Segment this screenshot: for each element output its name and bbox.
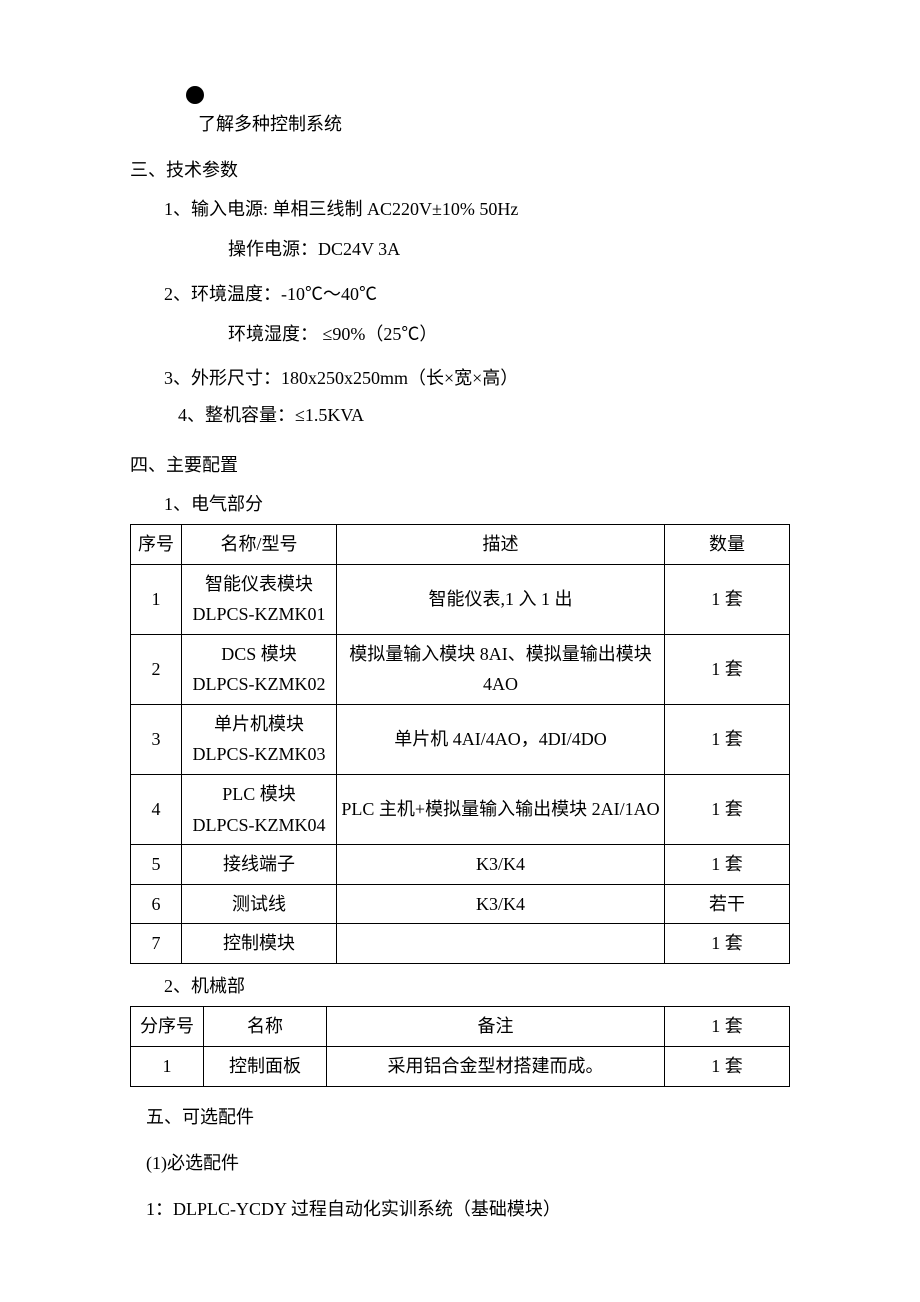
cell-desc: K3/K4 — [337, 845, 665, 885]
cell-desc: 采用铝合金型材搭建而成。 — [327, 1047, 665, 1087]
section-5-p2: 1：DLPLC-YCDY 过程自动化实训系统（基础模块） — [146, 1193, 790, 1225]
param-capacity: 4、整机容量：≤1.5KVA — [178, 399, 790, 431]
cell-seq: 3 — [131, 704, 182, 774]
th-name: 名称 — [204, 1007, 327, 1047]
table-header-row: 序号 名称/型号 描述 数量 — [131, 524, 790, 564]
cell-qty: 1 套 — [665, 775, 790, 845]
cell-desc: PLC 主机+模拟量输入输出模块 2AI/1AO — [337, 775, 665, 845]
cell-qty: 1 套 — [665, 704, 790, 774]
table-mechanical: 分序号 名称 备注 1 套 1 控制面板 采用铝合金型材搭建而成。 1 套 — [130, 1006, 790, 1086]
cell-name: PLC 模块DLPCS-KZMK04 — [182, 775, 337, 845]
cell-desc — [337, 924, 665, 964]
cell-seq: 2 — [131, 634, 182, 704]
cell-desc: 单片机 4AI/4AO，4DI/4DO — [337, 704, 665, 774]
cell-name: DCS 模块DLPCS-KZMK02 — [182, 634, 337, 704]
section-4-sub2: 2、机械部 — [164, 970, 790, 1002]
section-3-heading: 三、技术参数 — [130, 154, 790, 186]
bullet-row — [186, 80, 790, 104]
cell-desc: 模拟量输入模块 8AI、模拟量输出模块 4AO — [337, 634, 665, 704]
section-5-p1: (1)必选配件 — [146, 1147, 790, 1179]
th-desc: 描述 — [337, 524, 665, 564]
table-row: 3 单片机模块DLPCS-KZMK03 单片机 4AI/4AO，4DI/4DO … — [131, 704, 790, 774]
th-seq: 序号 — [131, 524, 182, 564]
table-row: 1 智能仪表模块DLPCS-KZMK01 智能仪表,1 入 1 出 1 套 — [131, 564, 790, 634]
cell-name: 智能仪表模块DLPCS-KZMK01 — [182, 564, 337, 634]
cell-name: 控制面板 — [204, 1047, 327, 1087]
cell-qty: 1 套 — [665, 634, 790, 704]
cell-seq: 1 — [131, 564, 182, 634]
table-header-row: 分序号 名称 备注 1 套 — [131, 1007, 790, 1047]
cell-seq: 6 — [131, 884, 182, 924]
cell-desc: K3/K4 — [337, 884, 665, 924]
cell-seq: 5 — [131, 845, 182, 885]
param-env-humidity: 环境湿度： ≤90%（25℃） — [228, 318, 790, 350]
param-input-power: 1、输入电源: 单相三线制 AC220V±10% 50Hz — [164, 193, 790, 225]
cell-qty: 若干 — [665, 884, 790, 924]
bullet-text: 了解多种控制系统 — [198, 108, 790, 140]
cell-name: 接线端子 — [182, 845, 337, 885]
table-row: 4 PLC 模块DLPCS-KZMK04 PLC 主机+模拟量输入输出模块 2A… — [131, 775, 790, 845]
table-row: 6 测试线 K3/K4 若干 — [131, 884, 790, 924]
cell-desc: 智能仪表,1 入 1 出 — [337, 564, 665, 634]
param-env-temp: 2、环境温度：-10℃～40℃ — [164, 278, 790, 310]
bullet-dot-icon — [186, 86, 204, 104]
th-name: 名称/型号 — [182, 524, 337, 564]
section-4-sub1: 1、电气部分 — [164, 488, 790, 520]
table-row: 7 控制模块 1 套 — [131, 924, 790, 964]
param-dimensions: 3、外形尺寸：180x250x250mm（长×宽×高） — [164, 362, 790, 394]
cell-qty: 1 套 — [665, 924, 790, 964]
th-desc: 备注 — [327, 1007, 665, 1047]
section-5-heading: 五、可选配件 — [146, 1101, 790, 1133]
cell-name: 单片机模块DLPCS-KZMK03 — [182, 704, 337, 774]
cell-seq: 1 — [131, 1047, 204, 1087]
table-row: 2 DCS 模块DLPCS-KZMK02 模拟量输入模块 8AI、模拟量输出模块… — [131, 634, 790, 704]
cell-qty: 1 套 — [665, 1047, 790, 1087]
cell-qty: 1 套 — [665, 564, 790, 634]
th-seq: 分序号 — [131, 1007, 204, 1047]
cell-name: 测试线 — [182, 884, 337, 924]
table-electrical: 序号 名称/型号 描述 数量 1 智能仪表模块DLPCS-KZMK01 智能仪表… — [130, 524, 790, 964]
table-row: 1 控制面板 采用铝合金型材搭建而成。 1 套 — [131, 1047, 790, 1087]
table-row: 5 接线端子 K3/K4 1 套 — [131, 845, 790, 885]
cell-seq: 4 — [131, 775, 182, 845]
cell-seq: 7 — [131, 924, 182, 964]
cell-qty: 1 套 — [665, 845, 790, 885]
param-op-power: 操作电源：DC24V 3A — [228, 233, 790, 265]
cell-name: 控制模块 — [182, 924, 337, 964]
section-4-heading: 四、主要配置 — [130, 449, 790, 481]
th-qty: 数量 — [665, 524, 790, 564]
th-qty: 1 套 — [665, 1007, 790, 1047]
document-page: 了解多种控制系统 三、技术参数 1、输入电源: 单相三线制 AC220V±10%… — [0, 0, 920, 1302]
